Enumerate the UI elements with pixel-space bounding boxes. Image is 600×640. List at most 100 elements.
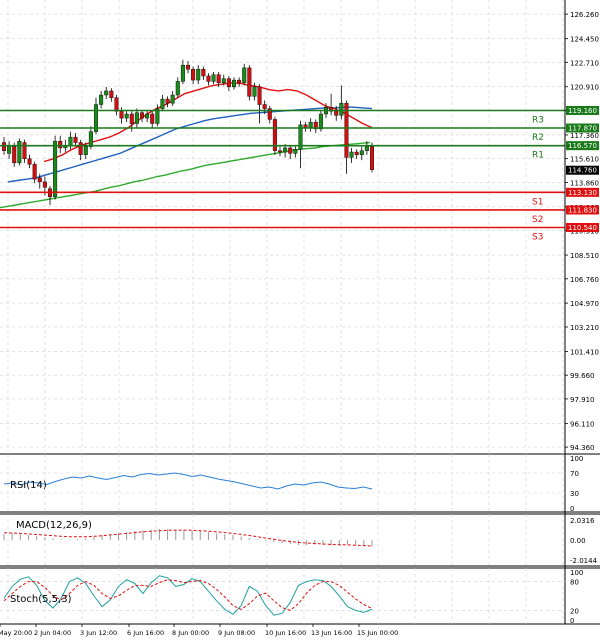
- candle-body: [252, 86, 257, 97]
- candle-body: [359, 150, 364, 155]
- macd-tick-label: 0.00: [570, 537, 586, 545]
- candle-body: [78, 142, 83, 155]
- level-label-s2: S2: [532, 215, 543, 225]
- candle-body: [344, 102, 349, 158]
- stoch-tick-label: 0: [570, 617, 574, 625]
- candle-body: [22, 142, 27, 160]
- candle-body: [12, 146, 17, 164]
- candle-body: [185, 64, 190, 70]
- y-axis-tick-label: 122.710: [570, 59, 599, 67]
- y-axis-tick-label: 126.260: [570, 11, 599, 19]
- level-label-r3: R3: [532, 115, 544, 125]
- candle-body: [160, 98, 165, 109]
- level-price-tag-text: 111.830: [568, 206, 597, 214]
- candle-body: [237, 79, 242, 83]
- candle-body: [288, 147, 293, 154]
- candle-body: [165, 98, 170, 104]
- candle-body: [221, 78, 226, 83]
- candle-body: [334, 111, 339, 116]
- candle-body: [58, 140, 63, 149]
- level-price-tag-s1: [566, 187, 599, 197]
- candle-body: [180, 64, 185, 82]
- candle-body: [37, 177, 42, 183]
- candle-body: [32, 164, 37, 180]
- y-axis-tick-label: 113.860: [570, 179, 599, 187]
- candle-body: [27, 158, 32, 165]
- candle-body: [257, 86, 262, 105]
- grid-lines: 126.260 124.450 122.710 120.910 119.160 117.3…: [0, 0, 599, 452]
- macd-signal-line: [3, 529, 373, 547]
- candle-body: [303, 124, 308, 128]
- level-price-tag-text: 113.130: [568, 189, 597, 197]
- level-label-r2: R2: [532, 133, 544, 143]
- candle-body: [298, 124, 303, 150]
- candle-body: [278, 150, 283, 153]
- candle-body: [370, 146, 375, 170]
- candle-body: [308, 121, 313, 128]
- candle-body: [283, 147, 288, 153]
- y-axis-tick-label: 115.610: [570, 156, 599, 164]
- candle-body: [247, 67, 252, 97]
- level-label-s1: S1: [532, 197, 543, 207]
- rsi-tick-label: 100: [570, 455, 583, 463]
- stoch-label: Stoch(5,5,3): [10, 594, 72, 605]
- candle-body: [2, 142, 6, 151]
- x-axis-tick-label: 13 Jun 16:00: [311, 629, 352, 637]
- candle-body: [73, 136, 78, 143]
- candle-body: [68, 136, 73, 146]
- level-label-r1: R1: [532, 151, 544, 161]
- x-axis-tick-label: May 20:00: [0, 629, 32, 637]
- x-axis-tick-label: 2 Jun 04:00: [34, 629, 71, 637]
- candle-body: [175, 81, 180, 96]
- candle-body: [129, 113, 134, 124]
- candle-body: [206, 75, 211, 82]
- candle-body: [196, 69, 201, 81]
- candle-body: [293, 149, 298, 154]
- x-axis-tick-label: 9 Jun 08:00: [218, 629, 255, 637]
- candle-body: [114, 97, 119, 112]
- y-axis-tick-label: 124.450: [570, 36, 599, 44]
- y-axis-tick-label: 101.410: [570, 348, 599, 356]
- stoch-d-line: [3, 579, 373, 611]
- y-axis-tick-label: 96.110: [570, 420, 595, 428]
- y-axis-tick-label: 108.510: [570, 252, 599, 260]
- rsi-tick-label: 70: [570, 470, 579, 478]
- macd-tick-label: -2.0144: [570, 557, 598, 565]
- level-price-tag-text: 119.160: [568, 107, 597, 115]
- candle-body: [150, 113, 155, 124]
- y-axis-tick-label: 117.360: [570, 132, 599, 140]
- x-axis-tick-label: 10 Jun 16:00: [265, 629, 306, 637]
- candle-body: [242, 67, 247, 83]
- rsi-tick-label: 30: [570, 490, 579, 498]
- candle-body: [53, 140, 58, 198]
- y-axis-tick-label: 104.970: [570, 300, 599, 308]
- y-axis-tick-label: 97.910: [570, 396, 595, 404]
- x-axis-tick-label: 3 Jun 12:00: [80, 629, 117, 637]
- x-axis-tick-label: 15 Jun 00:00: [357, 629, 398, 637]
- level-price-tag-r2: [566, 123, 599, 133]
- last-price-tag: [566, 165, 599, 175]
- y-axis-tick-label: 94.360: [570, 444, 595, 452]
- stoch-tick-label: 80: [570, 579, 579, 587]
- ma-slow-green-line: [0, 141, 371, 209]
- rsi-tick-label: 0: [570, 505, 574, 513]
- candle-body: [155, 108, 160, 124]
- x-axis-tick-label: 6 Jun 16:00: [127, 629, 164, 637]
- y-axis-tick-label: 120.910: [570, 84, 599, 92]
- candle-body: [83, 146, 88, 155]
- candle-body: [364, 146, 369, 151]
- candle-body: [313, 121, 318, 130]
- level-price-tag-r1: [566, 141, 599, 151]
- y-axis-tick-label: 106.760: [570, 276, 599, 284]
- stoch-k-line: [3, 575, 373, 616]
- level-price-tag-s3: [566, 222, 599, 232]
- candle-body: [119, 111, 124, 119]
- level-price-tag-s2: [566, 205, 599, 215]
- candle-body: [124, 113, 129, 119]
- candle-body: [88, 131, 93, 147]
- rsi-label: RSI(14): [10, 480, 47, 491]
- candle-body: [109, 90, 114, 98]
- candle-body: [216, 74, 221, 83]
- candle-body: [354, 151, 359, 155]
